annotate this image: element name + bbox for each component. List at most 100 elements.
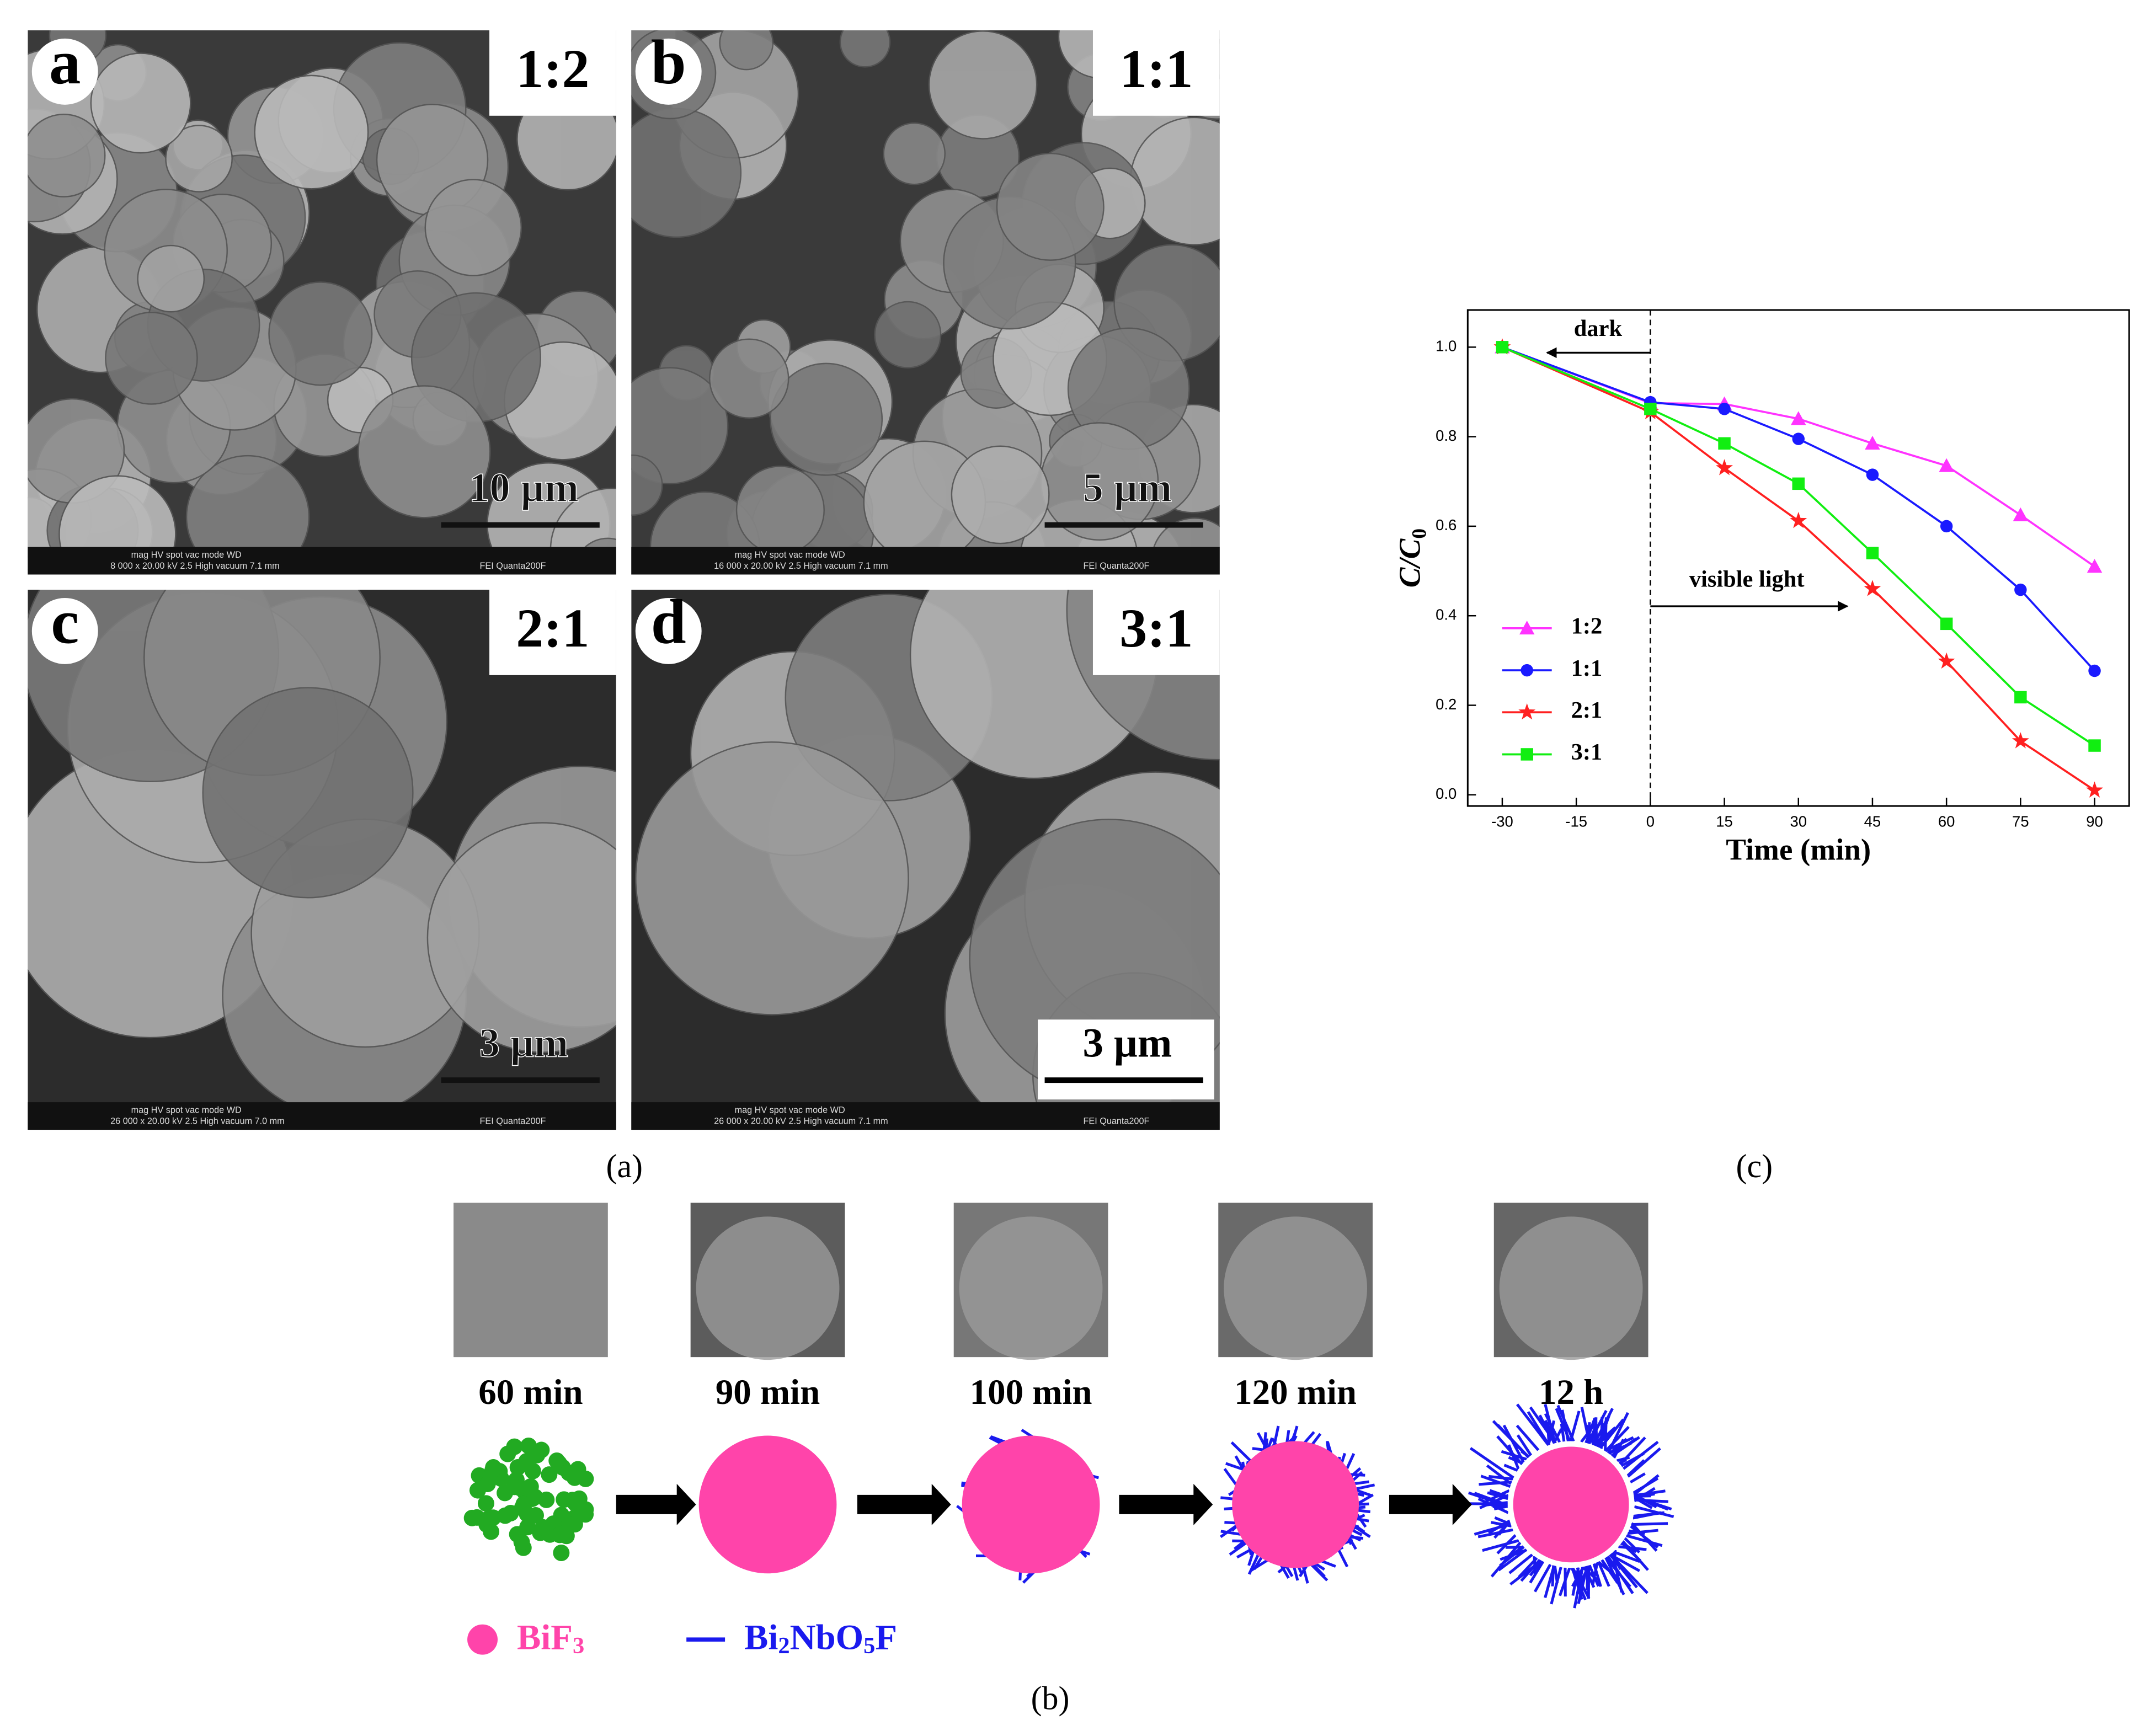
thumbnail-particle (1499, 1216, 1643, 1360)
panel-ratio: 2:1 (516, 597, 589, 659)
info-values: 16 000 x 20.00 kV 2.5 High vacuum 7.1 mm (714, 561, 888, 571)
green-grain (526, 1488, 543, 1505)
nanosheet (1223, 1468, 1239, 1488)
sem-particle (58, 475, 177, 575)
nanosheet (1585, 1418, 1597, 1444)
sem-particle (1129, 116, 1220, 245)
nanosheet (1586, 1566, 1589, 1591)
info-right: FEI Quanta200F (480, 561, 546, 571)
nanosheet (1494, 1516, 1512, 1526)
y-label-sub: 0 (1408, 528, 1431, 539)
nanosheet (1516, 1434, 1533, 1456)
point (1496, 341, 1509, 354)
nanosheet (1230, 1441, 1253, 1463)
y-tick-label: 1.0 (1436, 338, 1457, 355)
bif3-sphere (962, 1435, 1100, 1574)
legend-part: Bi (744, 1618, 778, 1658)
sem-particle (268, 281, 373, 386)
legend-marker (1518, 703, 1536, 720)
sem-particle (631, 108, 742, 238)
nanosheet (1336, 1547, 1349, 1568)
bif3-sphere (698, 1435, 837, 1574)
nanosheet (1604, 1425, 1630, 1452)
nanosheet (1607, 1555, 1634, 1594)
point (1864, 580, 1881, 596)
panel-ratio: 3:1 (1119, 597, 1193, 659)
panel-letter: b (651, 27, 686, 97)
nanosheet (1520, 1558, 1541, 1582)
nanosheet (1597, 1433, 1607, 1448)
thumbnail-particle (696, 1216, 840, 1360)
sem-particle (202, 687, 414, 899)
nanosheet (1503, 1463, 1518, 1472)
point (1866, 547, 1879, 559)
point (1940, 617, 1953, 631)
nanosheet (1560, 1423, 1566, 1442)
time-label: 12 h (1539, 1372, 1603, 1412)
point (2012, 732, 2029, 749)
scale-label: 3 µm (1083, 1020, 1172, 1066)
sem-image (28, 589, 616, 1130)
nanosheet (1533, 1563, 1552, 1593)
y-tick-label: 0.0 (1436, 785, 1457, 802)
nanosheet (1597, 1561, 1610, 1587)
info-values: 8 000 x 20.00 kV 2.5 High vacuum 7.1 mm (110, 561, 280, 571)
green-grain (567, 1495, 584, 1512)
point (1940, 520, 1953, 533)
nanosheet (1607, 1412, 1629, 1454)
info-head: mag HV spot vac mode WD (131, 1105, 242, 1115)
scale-label: 10 µm (469, 465, 579, 511)
info-values: 26 000 x 20.00 kV 2.5 High vacuum 7.0 mm (110, 1116, 285, 1126)
sem-particle (996, 152, 1105, 261)
nanosheet (1220, 1530, 1244, 1536)
point (1866, 468, 1879, 481)
panel-letter: a (49, 27, 81, 97)
sem-particle (631, 454, 663, 516)
nanosheet (1309, 1562, 1329, 1582)
point (1792, 432, 1805, 445)
nanosheet (1592, 1417, 1598, 1446)
series-line (1502, 346, 2095, 747)
legend-label: 3:1 (1571, 739, 1603, 765)
legend-part: NbO (790, 1618, 864, 1658)
point (1939, 458, 1954, 472)
series-line (1502, 346, 2095, 792)
legend-part: 5 (863, 1633, 875, 1659)
green-grain (529, 1446, 546, 1463)
legend-part: 2 (778, 1633, 789, 1659)
point (2013, 507, 2029, 521)
legend-part: 3 (573, 1633, 584, 1659)
nanosheet (1469, 1447, 1514, 1479)
sem-particle (631, 367, 729, 485)
point (1791, 411, 1806, 425)
nanosheet (1477, 1528, 1513, 1539)
green-grain (484, 1461, 502, 1478)
green-grain (553, 1544, 570, 1561)
sem-particle (635, 741, 909, 1016)
green-grain (477, 1495, 494, 1512)
nanosheet (1634, 1505, 1674, 1518)
x-tick-label: 0 (1646, 813, 1655, 830)
point (2086, 781, 2103, 798)
nanosheet (1634, 1498, 1668, 1503)
sem-particle (358, 385, 491, 519)
legend-label: 2:1 (1571, 697, 1603, 723)
legend-part: BiF (517, 1618, 573, 1658)
nanosheet (1272, 1425, 1280, 1449)
info-right: FEI Quanta200F (480, 1116, 546, 1126)
sem-particle (874, 301, 942, 368)
point (2088, 664, 2101, 677)
nanosheet (1301, 1564, 1309, 1584)
sem-particle (839, 30, 891, 68)
letter-circle (635, 38, 702, 105)
x-tick-label: 15 (1716, 813, 1733, 830)
caption: (b) (1031, 1680, 1070, 1716)
nanosheet (1628, 1529, 1645, 1535)
legend-label: 1:1 (1571, 655, 1603, 681)
letter-circle (635, 597, 702, 664)
nanosheet (1608, 1442, 1632, 1455)
sem-particle (28, 114, 106, 197)
point (1718, 437, 1731, 450)
